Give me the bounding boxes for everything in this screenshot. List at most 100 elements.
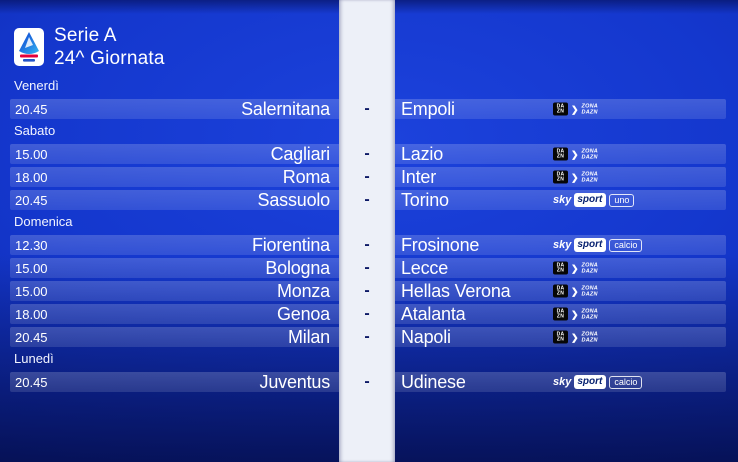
- dazn-icon: DA ZN: [553, 307, 568, 321]
- dazn-icon-line1: DA: [556, 103, 565, 109]
- home-cell: 20.45 Juventus: [10, 372, 339, 392]
- zona-dazn-wordmark: ZONA DAZN: [582, 262, 598, 274]
- dazn-icon-line2: ZN: [556, 176, 565, 182]
- home-cell: 12.30 Fiorentina: [10, 235, 339, 255]
- score-dash: -: [364, 236, 370, 253]
- sky-wordmark: sky: [553, 194, 572, 206]
- zona-dazn-line1: ZONA: [581, 103, 598, 109]
- match-row: 15.00 Bologna - Lecce DA ZN ❯ ZONA DAZN: [0, 258, 738, 278]
- dazn-icon-line1: DA: [556, 148, 565, 154]
- zona-dazn-wordmark: ZONA DAZN: [582, 331, 598, 343]
- divider-cell: -: [339, 235, 395, 255]
- lega-serie-a-tim-logo: [14, 28, 44, 66]
- away-team-name: Hellas Verona: [401, 280, 511, 301]
- zona-dazn-wordmark: ZONA DAZN: [582, 308, 598, 320]
- divider-cell: -: [339, 327, 395, 347]
- zona-dazn-line2: DAZN: [581, 337, 598, 343]
- home-team-name: Bologna: [265, 257, 330, 278]
- home-team-name: Juventus: [259, 371, 331, 392]
- match-row: 15.00 Monza - Hellas Verona DA ZN ❯ ZONA DAZN: [0, 281, 738, 301]
- dazn-icon-line2: ZN: [556, 313, 565, 319]
- sport-badge: sport: [574, 238, 607, 252]
- kickoff-time: 18.00: [15, 306, 48, 322]
- match-row: 18.00 Genoa - Atalanta DA ZN ❯ ZONA DAZN: [0, 304, 738, 324]
- dazn-icon: DA ZN: [553, 170, 568, 184]
- dazn-icon-line1: DA: [556, 285, 565, 291]
- channel-suffix-badge: uno: [609, 193, 635, 207]
- zona-dazn-wordmark: ZONA DAZN: [582, 171, 598, 183]
- match-row: 20.45 Sassuolo - Torino sky sport uno: [0, 190, 738, 210]
- chevron-right-icon: ❯: [571, 309, 579, 319]
- dazn-icon: DA ZN: [553, 284, 568, 298]
- zona-dazn-line2: DAZN: [581, 177, 598, 183]
- chevron-right-icon: ❯: [571, 263, 579, 273]
- zona-dazn-line2: DAZN: [581, 268, 598, 274]
- dazn-icon-line1: DA: [556, 308, 565, 314]
- score-dash: -: [364, 305, 370, 322]
- zona-dazn-line1: ZONA: [581, 148, 598, 154]
- away-cell: Udinese sky sport calcio: [395, 372, 726, 392]
- home-team-name: Salernitana: [241, 98, 330, 119]
- match-row: 20.45 Milan - Napoli DA ZN ❯ ZONA DAZN: [0, 327, 738, 347]
- score-dash: -: [364, 100, 370, 117]
- dazn-icon-line2: ZN: [556, 267, 565, 273]
- match-row: 18.00 Roma - Inter DA ZN ❯ ZONA DAZN: [0, 167, 738, 187]
- day-label: Sabato: [14, 123, 56, 138]
- page-subtitle: 24^ Giornata: [54, 48, 165, 69]
- divider-cell: -: [339, 190, 395, 210]
- chevron-right-icon: ❯: [571, 286, 579, 296]
- zona-dazn-logo: DA ZN ❯ ZONA DAZN: [553, 284, 598, 298]
- dazn-icon-line2: ZN: [556, 290, 565, 296]
- home-team-name: Cagliari: [270, 143, 331, 164]
- dazn-icon-line2: ZN: [556, 153, 565, 159]
- sky-wordmark: sky: [553, 239, 572, 251]
- divider-cell: -: [339, 167, 395, 187]
- score-dash: -: [364, 145, 370, 162]
- score-dash: -: [364, 328, 370, 345]
- serie-a-logo-glyph: [19, 32, 39, 62]
- kickoff-time: 20.45: [15, 374, 48, 390]
- divider-cell: -: [339, 144, 395, 164]
- zona-dazn-logo: DA ZN ❯ ZONA DAZN: [553, 147, 598, 161]
- day-label: Venerdì: [14, 78, 59, 93]
- channel-suffix-badge: calcio: [609, 375, 643, 389]
- score-dash: -: [364, 282, 370, 299]
- away-team-name: Lecce: [401, 257, 449, 278]
- kickoff-time: 20.45: [15, 329, 48, 345]
- sky-sport-calcio-logo: sky sport calcio: [553, 238, 643, 252]
- kickoff-time: 18.00: [15, 169, 48, 185]
- home-cell: 20.45 Milan: [10, 327, 339, 347]
- away-team-name: Frosinone: [401, 234, 480, 255]
- header: Serie A 24^ Giornata: [14, 24, 165, 70]
- score-dash: -: [364, 191, 370, 208]
- away-team-name: Atalanta: [401, 303, 466, 324]
- match-row: 15.00 Cagliari - Lazio DA ZN ❯ ZONA DAZN: [0, 144, 738, 164]
- sky-sport-calcio-logo: sky sport calcio: [553, 375, 643, 389]
- away-cell: Napoli DA ZN ❯ ZONA DAZN: [395, 327, 726, 347]
- divider-cell: -: [339, 258, 395, 278]
- zona-dazn-line2: DAZN: [581, 109, 598, 115]
- zona-dazn-line1: ZONA: [581, 308, 598, 314]
- kickoff-time: 15.00: [15, 283, 48, 299]
- home-team-name: Genoa: [276, 303, 330, 324]
- zona-dazn-logo: DA ZN ❯ ZONA DAZN: [553, 330, 598, 344]
- zona-dazn-logo: DA ZN ❯ ZONA DAZN: [553, 307, 598, 321]
- center-divider-stripe: [339, 0, 395, 462]
- home-team-name: Monza: [276, 280, 330, 301]
- home-team-name: Milan: [287, 326, 330, 347]
- zona-dazn-logo: DA ZN ❯ ZONA DAZN: [553, 170, 598, 184]
- away-cell: Empoli DA ZN ❯ ZONA DAZN: [395, 99, 726, 119]
- dazn-icon-line1: DA: [556, 171, 565, 177]
- kickoff-time: 15.00: [15, 146, 48, 162]
- divider-cell: -: [339, 372, 395, 392]
- divider-cell: -: [339, 304, 395, 324]
- zona-dazn-logo: DA ZN ❯ ZONA DAZN: [553, 102, 598, 116]
- channel-suffix-badge: calcio: [609, 238, 643, 252]
- away-team-name: Inter: [401, 166, 437, 187]
- home-cell: 15.00 Cagliari: [10, 144, 339, 164]
- match-row: 20.45 Salernitana - Empoli DA ZN ❯ ZONA DAZN: [0, 99, 738, 119]
- zona-dazn-line1: ZONA: [581, 262, 598, 268]
- score-dash: -: [364, 259, 370, 276]
- zona-dazn-line1: ZONA: [581, 285, 598, 291]
- score-dash: -: [364, 168, 370, 185]
